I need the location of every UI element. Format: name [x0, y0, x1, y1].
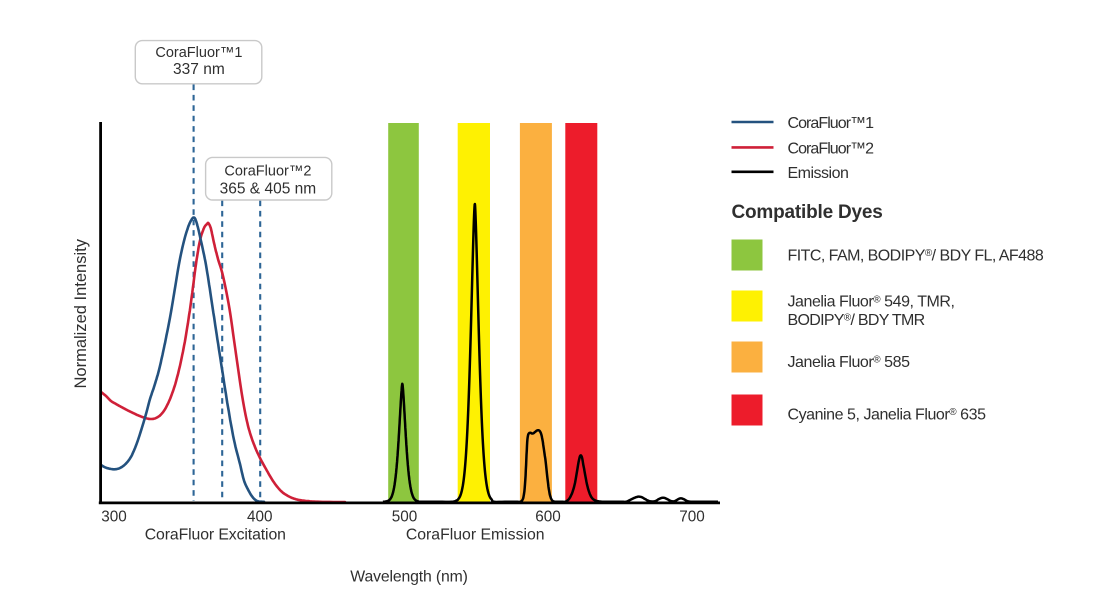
svg-text:CoraFluor™2: CoraFluor™2 [224, 163, 311, 179]
svg-text:Wavelength (nm): Wavelength (nm) [350, 569, 467, 586]
svg-text:337 nm: 337 nm [173, 61, 225, 78]
svg-text:CoraFluor Emission: CoraFluor Emission [406, 527, 545, 544]
svg-text:Janelia Fluor® 549, TMR,: Janelia Fluor® 549, TMR, [788, 294, 955, 311]
svg-text:300: 300 [101, 509, 127, 526]
svg-text:CoraFluor™2: CoraFluor™2 [788, 140, 875, 157]
svg-text:400: 400 [247, 509, 273, 526]
svg-text:600: 600 [535, 509, 561, 526]
svg-text:500: 500 [392, 509, 418, 526]
svg-text:Compatible Dyes: Compatible Dyes [732, 202, 883, 223]
svg-text:CoraFluor Excitation: CoraFluor Excitation [145, 527, 286, 544]
svg-text:Normalized Intensity: Normalized Intensity [72, 238, 90, 388]
svg-text:Cyanine 5, Janelia Fluor® 635: Cyanine 5, Janelia Fluor® 635 [788, 406, 987, 423]
svg-text:CoraFluor™1: CoraFluor™1 [788, 115, 875, 132]
svg-text:FITC, FAM, BODIPY®/ BDY FL, AF: FITC, FAM, BODIPY®/ BDY FL, AF488 [788, 247, 1044, 264]
svg-text:Janelia Fluor® 585: Janelia Fluor® 585 [788, 354, 911, 371]
svg-text:365 & 405 nm: 365 & 405 nm [220, 181, 317, 198]
svg-text:Emission: Emission [788, 165, 849, 182]
svg-text:BODIPY®/ BDY TMR: BODIPY®/ BDY TMR [788, 312, 925, 329]
svg-text:700: 700 [679, 509, 705, 526]
svg-text:CoraFluor™1: CoraFluor™1 [155, 45, 242, 61]
